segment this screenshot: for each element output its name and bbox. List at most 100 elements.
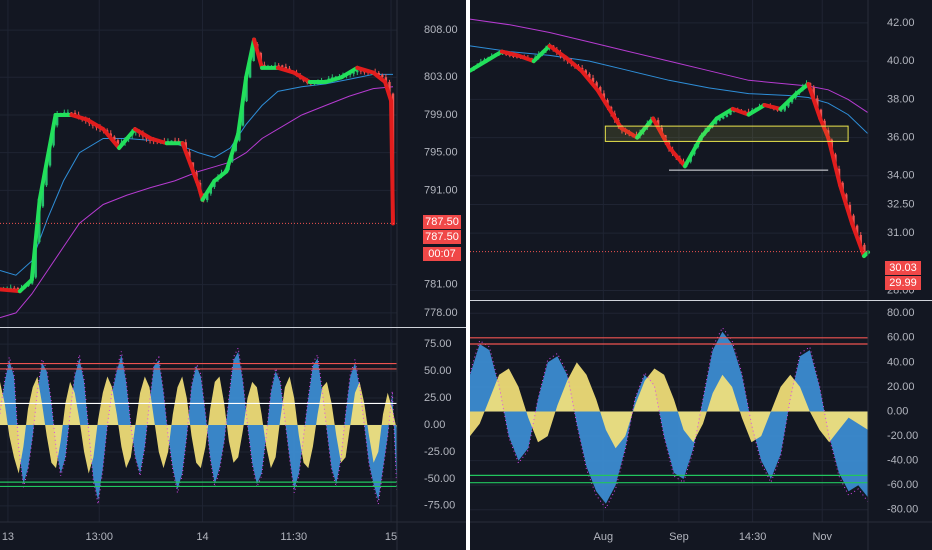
right-price-trend-segment-5 <box>531 43 552 64</box>
left-price-candle-body-69 <box>245 77 248 102</box>
series-layer <box>0 18 870 510</box>
right-price-y-tick: 31.00 <box>887 227 915 239</box>
right-price-y-tick: 32.50 <box>887 198 915 210</box>
left-x-tick: 13 <box>2 531 14 543</box>
right-price-candle-body-69 <box>718 118 721 121</box>
left-price-trend-segment-19 <box>244 37 257 80</box>
left-price-trend-segment-22 <box>275 65 296 75</box>
left-price-trend-segment-9 <box>117 127 137 150</box>
left-price-candle-body-21 <box>73 112 77 115</box>
right-osc-y-tick: 60.00 <box>887 332 915 344</box>
left-x-tick: 15 <box>385 531 397 543</box>
right-osc-y-tick: -20.00 <box>887 430 918 442</box>
left-price-y-tick: 808.00 <box>424 24 458 36</box>
right-osc-y-tick: 0.00 <box>887 405 908 417</box>
left-price-tag-bg <box>423 215 461 229</box>
right-price-trend-segment-16 <box>698 116 719 140</box>
right-price-trend-segment-25 <box>826 135 843 188</box>
left-osc-y-tick: -25.00 <box>424 446 455 458</box>
left-price-candle-body-11 <box>38 206 41 243</box>
left-price-trend-segment-7 <box>85 117 106 132</box>
left-price-y-tick: 803.00 <box>424 71 458 83</box>
left-price-candle-body-78 <box>277 65 280 67</box>
right-price-range-box <box>604 125 849 142</box>
right-x-tick: Nov <box>812 531 832 543</box>
right-price-trend-segment-23 <box>806 82 823 121</box>
right-price-tag: 29.99 <box>885 276 921 290</box>
left-price-trend-segment-13 <box>180 141 201 188</box>
left-price-trend-segment-8 <box>101 127 122 150</box>
right-price-trend-segment-1 <box>468 59 488 73</box>
right-price-ma-slow-line <box>469 18 869 114</box>
right-price-trend-segment-11 <box>619 126 640 140</box>
left-price-candle-body-48 <box>170 140 173 142</box>
right-price-candle-body-33 <box>588 73 591 78</box>
left-price-y-tick: 778.00 <box>424 307 458 319</box>
right-price-trend-segment-8 <box>579 68 600 92</box>
right-osc-y-tick: -80.00 <box>887 504 918 516</box>
left-x-tick: 11:30 <box>280 531 307 543</box>
left-price-candle-body-32 <box>113 136 116 141</box>
left-price-candle-body-20 <box>70 112 73 114</box>
right-price-y-tick: 42.00 <box>887 17 915 29</box>
left-price-tag-label: 787.50 <box>425 231 459 243</box>
left-price-candle-body-99 <box>352 72 355 74</box>
left-price-tag-label: 00:07 <box>428 248 456 260</box>
left-osc-y-tick: 0.00 <box>424 419 445 431</box>
right-osc-y-tick: 40.00 <box>887 356 915 368</box>
right-price-candle-body-71 <box>725 114 729 117</box>
left-price-tag: 00:07 <box>423 247 461 261</box>
left-x-tick: 14 <box>196 531 208 543</box>
left-price-ma-slow-line <box>0 86 394 319</box>
right-price-candle-body-95 <box>812 87 815 99</box>
left-price-candle-body-79 <box>281 65 284 67</box>
right-price-candle-body-108 <box>859 235 862 245</box>
right-price-candle-body-77 <box>747 111 750 113</box>
right-x-tick: 14:30 <box>739 531 767 543</box>
right-price-trend-segment-10 <box>607 106 624 131</box>
left-price-trend-segment-27 <box>355 65 376 75</box>
left-price-candle-body-18 <box>63 112 66 114</box>
right-price-y-tick: 34.00 <box>887 170 915 182</box>
left-price-candle-body-107 <box>381 74 384 78</box>
right-x-tick: Sep <box>669 531 689 543</box>
right-price-candle-body-35 <box>595 82 598 88</box>
right-price-trend-segment-17 <box>714 106 735 121</box>
left-price-candle-body-5 <box>16 288 20 290</box>
right-price-y-tick: 40.00 <box>887 55 915 67</box>
left-price-trend-segment-29 <box>383 79 394 103</box>
right-price-trend-segment-27 <box>850 221 867 259</box>
right-price-ma-fast-line <box>469 45 869 135</box>
right-price-candle-body-106 <box>852 215 855 226</box>
left-price-candle-body-80 <box>284 66 288 69</box>
left-osc-y-tick: -50.00 <box>424 473 455 485</box>
right-price-y-tick: 38.00 <box>887 93 915 105</box>
left-price-tag-bg <box>423 230 461 244</box>
right-price-candle-body-88 <box>787 102 790 107</box>
left-price-candle-body-71 <box>252 44 255 61</box>
left-price-tag: 787.50 <box>423 230 461 244</box>
axes-layer: 808.00 803.00 799.00 795.00 791.00 781.00 778.… <box>2 17 921 543</box>
right-price-candle-body-36 <box>599 87 602 94</box>
right-osc-y-tick: 20.00 <box>887 381 915 393</box>
right-price-tag-bg <box>885 276 921 290</box>
right-price-candle-body-86 <box>779 110 783 112</box>
right-price-trend-segment-28 <box>862 250 870 259</box>
right-price-tag-bg <box>885 261 921 275</box>
right-osc-y-tick: 80.00 <box>887 307 915 319</box>
right-price-trend-segment-21 <box>778 91 799 111</box>
right-price-trend-segment-26 <box>838 183 855 226</box>
right-x-tick: Aug <box>594 531 614 543</box>
left-osc-y-tick: 25.00 <box>424 392 452 404</box>
right-price-candle-body-107 <box>855 225 859 236</box>
right-price-tag: 30.03 <box>885 261 921 275</box>
left-price-trend-segment-28 <box>371 70 388 84</box>
left-price-trend-segment-25 <box>323 75 344 84</box>
right-price-trend-segment-18 <box>730 106 751 117</box>
right-price-candle-body-32 <box>584 70 587 74</box>
right-price-candle-body-87 <box>783 106 786 111</box>
right-osc-blue-area <box>470 331 868 504</box>
left-price-candle-body-58 <box>206 193 209 201</box>
left-price-trend-segment-30 <box>389 98 396 226</box>
